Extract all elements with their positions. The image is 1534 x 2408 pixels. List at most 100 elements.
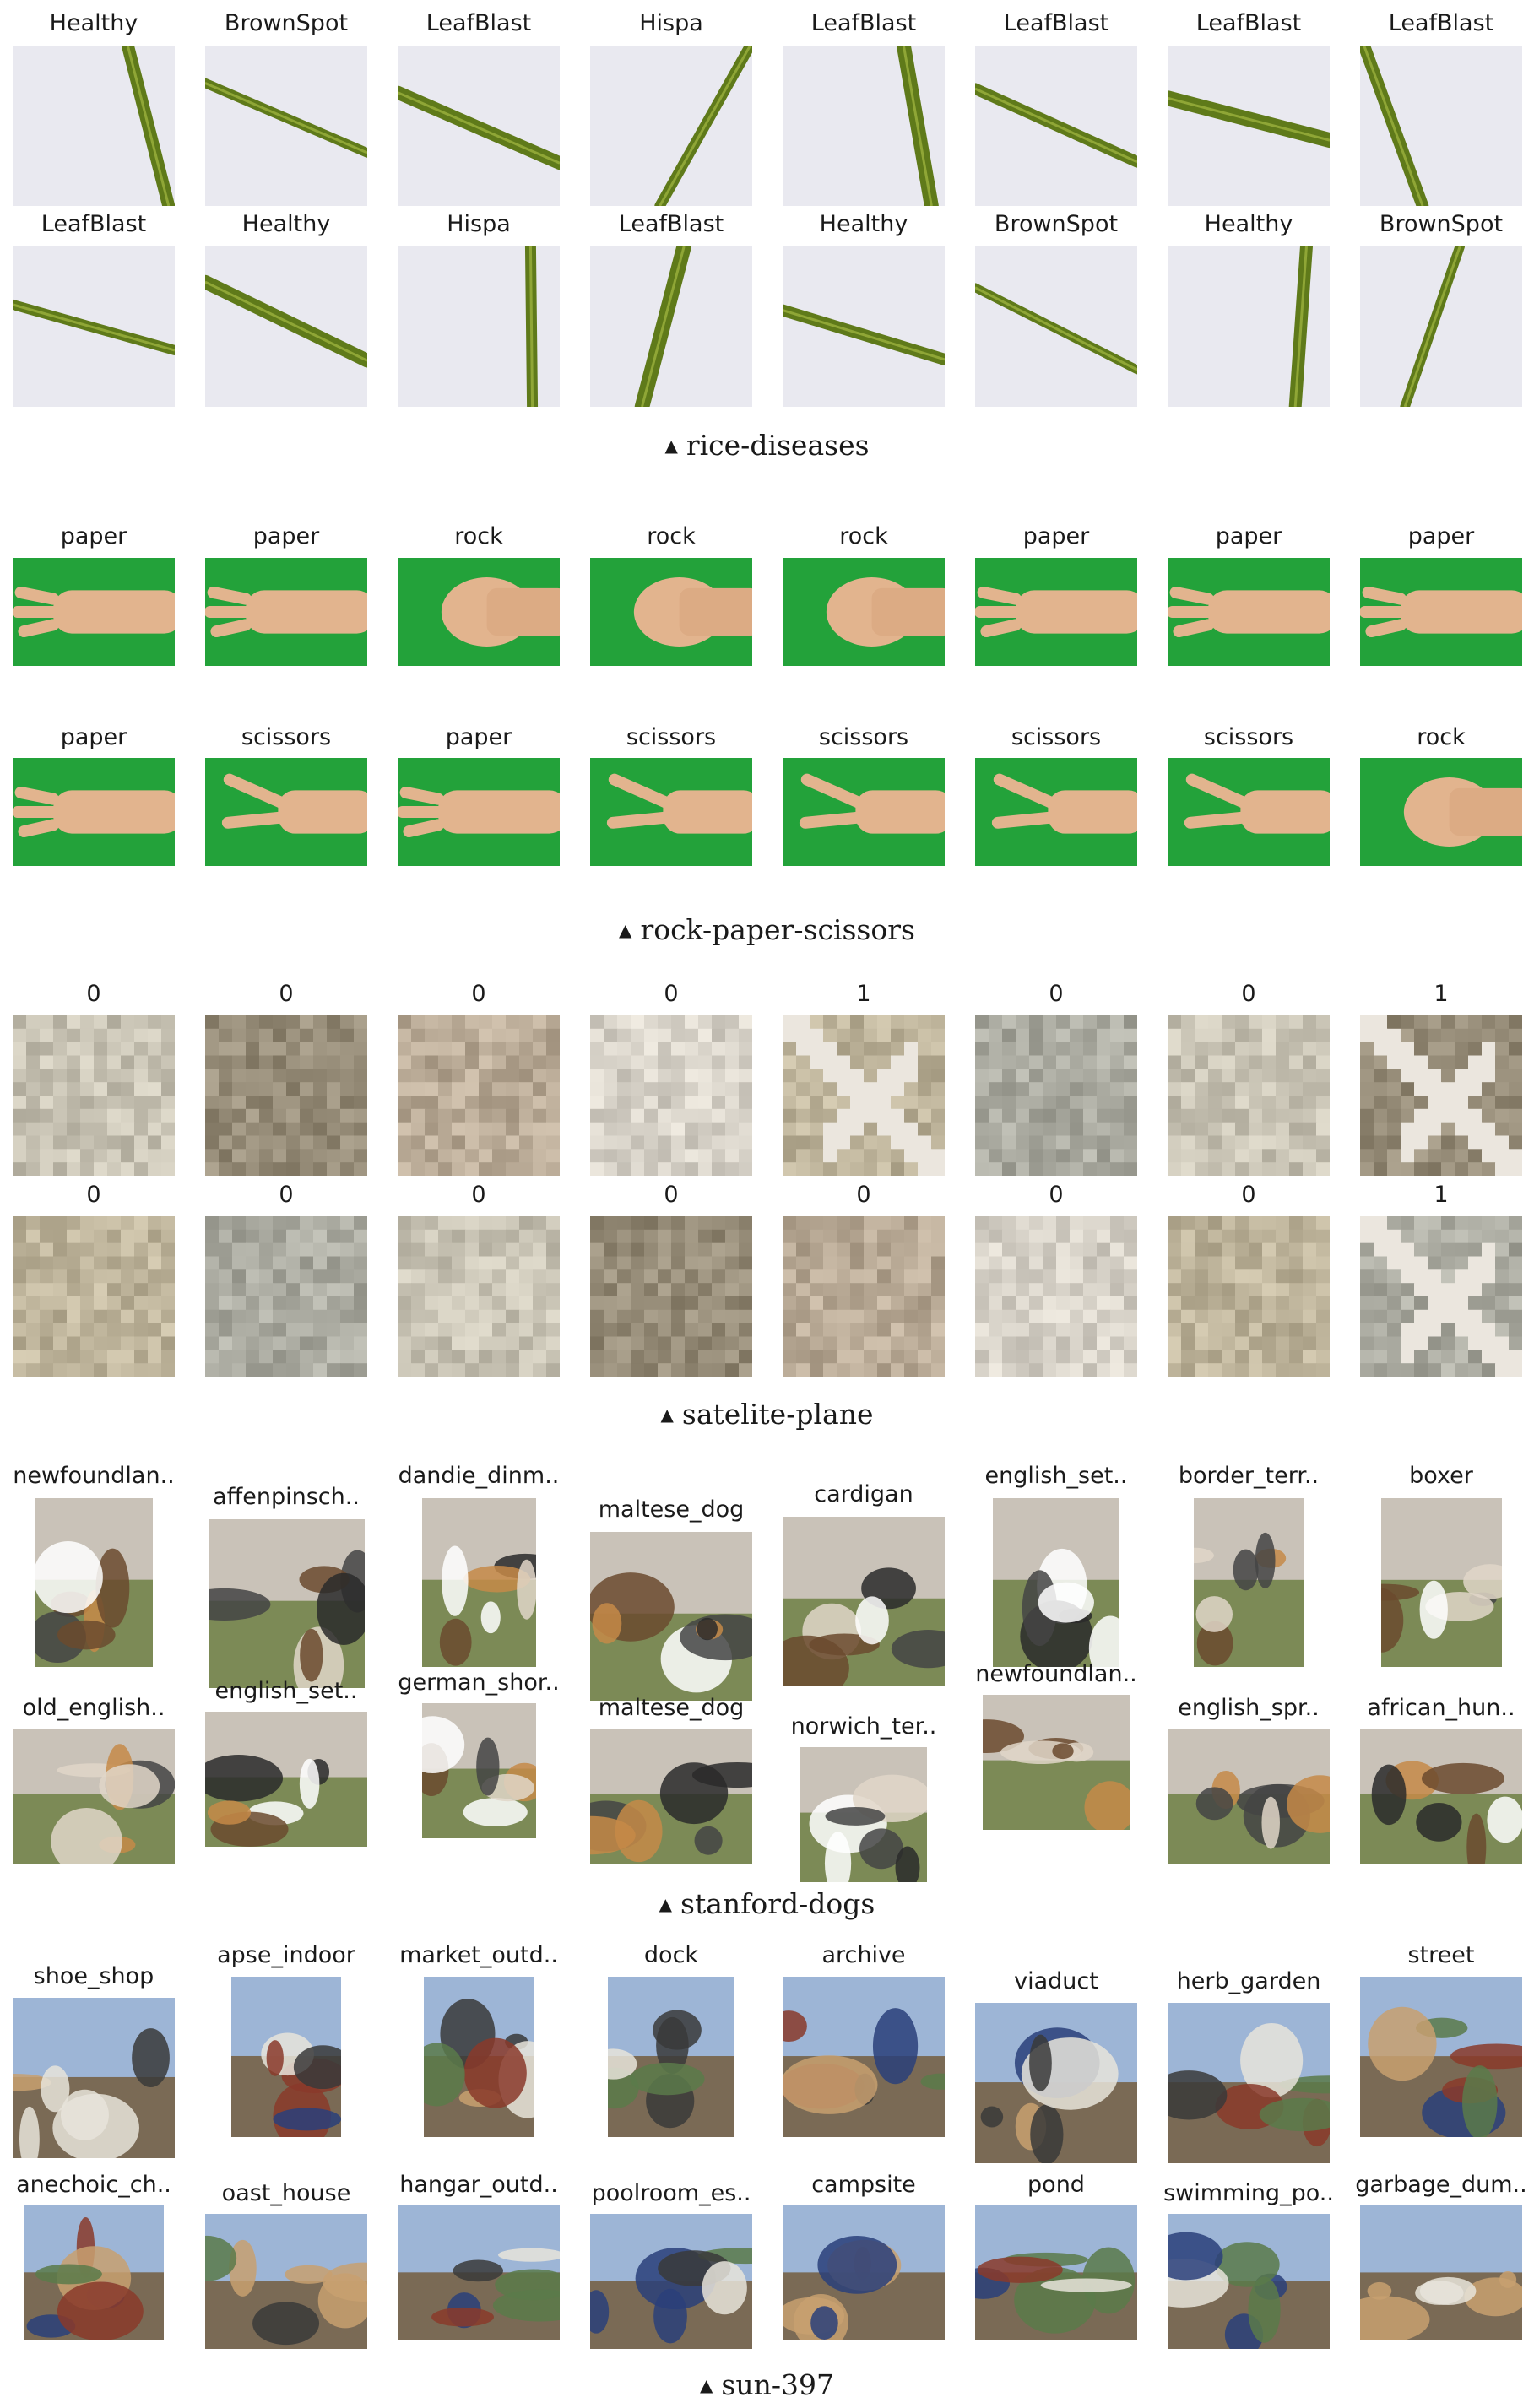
sample-image	[590, 758, 752, 866]
sample-image	[1360, 46, 1522, 206]
sample-label: viaduct	[1014, 1968, 1098, 1994]
sample-image	[205, 1015, 367, 1176]
sample-image	[421, 1703, 536, 1838]
sample-image	[1168, 758, 1330, 866]
sample-label: rock	[1417, 724, 1466, 750]
sample-label: 0	[279, 981, 294, 1007]
sample-image	[1360, 246, 1522, 407]
sample-label: Healthy	[819, 211, 908, 237]
sample-image	[1360, 1216, 1522, 1377]
sample-image	[13, 1216, 175, 1377]
sample-label: rock	[839, 523, 888, 549]
section-caption: ▲ satelite-plane	[0, 1398, 1534, 1431]
sample-label: affenpinsch..	[213, 1484, 360, 1510]
sample-image	[205, 758, 367, 866]
sample-image	[424, 1977, 534, 2137]
sample-label: LeafBlast	[41, 211, 147, 237]
sample-label: 0	[1241, 1182, 1256, 1208]
sample-label: 0	[1241, 981, 1256, 1007]
caption-text: rice-diseases	[686, 429, 870, 462]
sample-image	[1168, 46, 1330, 206]
sample-label: Healthy	[241, 211, 331, 237]
sample-label: LeafBlast	[426, 10, 532, 36]
sample-label: LeafBlast	[1195, 10, 1302, 36]
caption-text: satelite-plane	[681, 1398, 874, 1431]
sample-image	[1168, 558, 1330, 666]
sample-image	[783, 758, 945, 866]
sample-image	[24, 2205, 164, 2340]
sample-label: newfoundlan..	[975, 1661, 1137, 1687]
sample-image	[205, 558, 367, 666]
sample-image	[783, 46, 945, 206]
sample-image	[398, 1015, 560, 1176]
sample-label: maltese_dog	[598, 1695, 745, 1721]
sample-image	[1380, 1498, 1502, 1667]
sample-image	[590, 1532, 752, 1701]
sample-image	[590, 2214, 752, 2349]
sample-image	[1360, 1977, 1522, 2137]
sample-image	[1168, 2003, 1330, 2163]
sample-image	[13, 246, 175, 407]
sample-image	[1194, 1498, 1304, 1667]
sample-label: LeafBlast	[810, 10, 917, 36]
sample-image	[975, 246, 1137, 407]
sample-label: anechoic_ch..	[16, 2172, 171, 2198]
sample-image	[1168, 2214, 1330, 2349]
sample-label: paper	[1407, 523, 1475, 549]
sample-label: archive	[821, 1942, 906, 1968]
sample-label: paper	[1215, 523, 1282, 549]
sample-image	[982, 1695, 1130, 1830]
sample-label: BrownSpot	[994, 211, 1119, 237]
sample-label: maltese_dog	[598, 1496, 745, 1523]
sample-label: english_set..	[214, 1678, 358, 1704]
sample-image	[783, 1517, 945, 1686]
sample-image	[1360, 1729, 1522, 1864]
sample-image	[205, 46, 367, 206]
sample-label: campsite	[811, 2172, 916, 2198]
sample-image	[783, 558, 945, 666]
sample-image	[1360, 1015, 1522, 1176]
sample-label: scissors	[241, 724, 332, 750]
section-caption: ▲ sun-397	[0, 2368, 1534, 2402]
sample-image	[398, 46, 560, 206]
sample-image	[590, 1729, 752, 1864]
sample-image	[398, 758, 560, 866]
sample-label: pond	[1027, 2172, 1085, 2198]
sample-label: rock	[647, 523, 696, 549]
sample-label: paper	[60, 724, 127, 750]
sample-label: english_set..	[984, 1463, 1128, 1489]
sample-label: BrownSpot	[1379, 211, 1504, 237]
caption-text: stanford-dogs	[680, 1887, 875, 1920]
sample-image	[1168, 1216, 1330, 1377]
sample-image	[13, 1015, 175, 1176]
sample-label: Hispa	[639, 10, 703, 36]
sample-image	[1360, 2205, 1522, 2340]
sample-label: boxer	[1409, 1463, 1473, 1489]
triangle-marker-icon: ▲	[660, 1404, 674, 1425]
sample-label: LeafBlast	[618, 211, 724, 237]
sample-label: 0	[86, 1182, 101, 1208]
sample-label: BrownSpot	[224, 10, 349, 36]
sample-label: 0	[471, 1182, 486, 1208]
sample-label: african_hun..	[1367, 1695, 1515, 1721]
sample-label: scissors	[1203, 724, 1294, 750]
sample-label: 0	[856, 1182, 871, 1208]
sample-image	[783, 1015, 945, 1176]
sample-label: swimming_po..	[1163, 2180, 1334, 2206]
sample-image	[35, 1498, 153, 1667]
sample-image	[1168, 1015, 1330, 1176]
section-caption: ▲ stanford-dogs	[0, 1887, 1534, 1921]
sample-image	[205, 246, 367, 407]
sample-image	[590, 246, 752, 407]
sample-image	[975, 1015, 1137, 1176]
sample-label: LeafBlast	[1388, 10, 1494, 36]
sample-image	[398, 1216, 560, 1377]
sample-label: 0	[86, 981, 101, 1007]
sample-label: scissors	[626, 724, 717, 750]
sample-label: 0	[471, 981, 486, 1007]
sample-image	[1168, 1729, 1330, 1864]
section-caption: ▲ rice-diseases	[0, 429, 1534, 463]
sample-label: Hispa	[447, 211, 511, 237]
sample-label: 0	[1049, 1182, 1064, 1208]
sample-label: 0	[664, 1182, 679, 1208]
